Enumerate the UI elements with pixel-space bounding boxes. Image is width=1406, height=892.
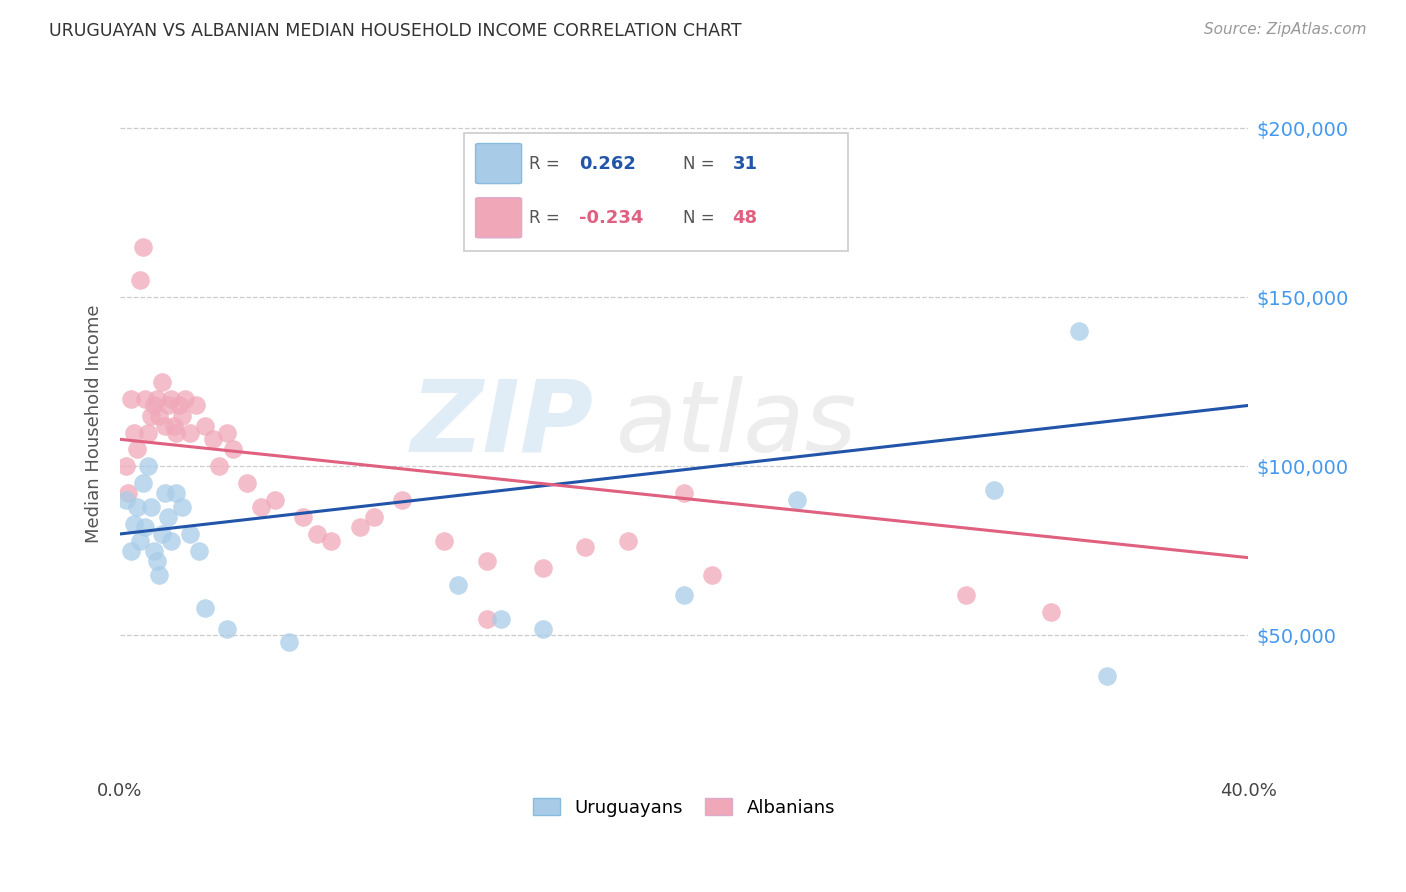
Point (391, 493, 413, 508)
Point (170, 500, 193, 514)
Point (574, 541, 596, 555)
Point (1095, 669, 1118, 683)
Point (139, 500, 162, 514)
Point (142, 399, 165, 413)
Legend: Uruguayans, Albanians: Uruguayans, Albanians (526, 791, 842, 824)
Point (136, 425, 159, 440)
Point (673, 486, 696, 500)
Text: ZIP: ZIP (411, 376, 593, 473)
Point (673, 588, 696, 602)
Point (165, 425, 187, 440)
Point (122, 425, 145, 440)
Point (120, 392, 142, 406)
Point (349, 520, 371, 534)
Point (131, 476, 153, 491)
Point (489, 611, 512, 625)
Point (125, 500, 148, 514)
Point (148, 567, 170, 582)
Point (156, 399, 179, 413)
Point (128, 533, 150, 548)
Point (363, 510, 385, 524)
Point (433, 533, 456, 548)
Point (187, 544, 209, 558)
Point (202, 432, 225, 446)
Point (955, 588, 977, 602)
Point (786, 493, 808, 508)
Text: Source: ZipAtlas.com: Source: ZipAtlas.com (1204, 22, 1367, 37)
Point (321, 533, 343, 548)
Point (531, 561, 554, 575)
Point (1067, 324, 1090, 338)
Point (139, 409, 162, 423)
Point (217, 622, 239, 636)
Point (170, 409, 193, 423)
Point (167, 399, 190, 413)
Point (114, 459, 136, 474)
Point (1039, 605, 1062, 619)
Point (120, 544, 142, 558)
Point (194, 418, 217, 433)
Point (156, 510, 179, 524)
Point (222, 442, 245, 457)
Point (194, 601, 217, 615)
Point (278, 635, 301, 649)
Point (217, 425, 239, 440)
Text: URUGUAYAN VS ALBANIAN MEDIAN HOUSEHOLD INCOME CORRELATION CHART: URUGUAYAN VS ALBANIAN MEDIAN HOUSEHOLD I… (49, 22, 742, 40)
Point (531, 622, 554, 636)
Point (145, 554, 167, 568)
Point (134, 520, 156, 534)
Point (134, 392, 156, 406)
Point (117, 486, 139, 500)
Point (150, 527, 173, 541)
Point (165, 486, 187, 500)
Point (162, 418, 184, 433)
Point (159, 533, 181, 548)
Point (145, 392, 167, 406)
Point (179, 425, 201, 440)
Point (173, 392, 195, 406)
Point (702, 567, 724, 582)
Y-axis label: Median Household Income: Median Household Income (86, 305, 103, 543)
Point (447, 577, 470, 591)
Point (150, 375, 173, 389)
Point (179, 527, 201, 541)
Point (153, 418, 176, 433)
Point (250, 500, 273, 514)
Point (184, 399, 207, 413)
Point (292, 510, 315, 524)
Point (153, 486, 176, 500)
Point (307, 527, 329, 541)
Point (148, 409, 170, 423)
Point (475, 611, 498, 625)
Point (125, 442, 148, 457)
Point (128, 273, 150, 287)
Point (475, 554, 498, 568)
Point (983, 483, 1005, 497)
Point (159, 392, 181, 406)
Point (131, 239, 153, 253)
Point (208, 459, 231, 474)
Point (136, 459, 159, 474)
Text: atlas: atlas (616, 376, 858, 473)
Point (122, 516, 145, 531)
Point (236, 476, 259, 491)
Point (142, 544, 165, 558)
Point (114, 493, 136, 508)
Point (616, 533, 638, 548)
Point (264, 493, 287, 508)
